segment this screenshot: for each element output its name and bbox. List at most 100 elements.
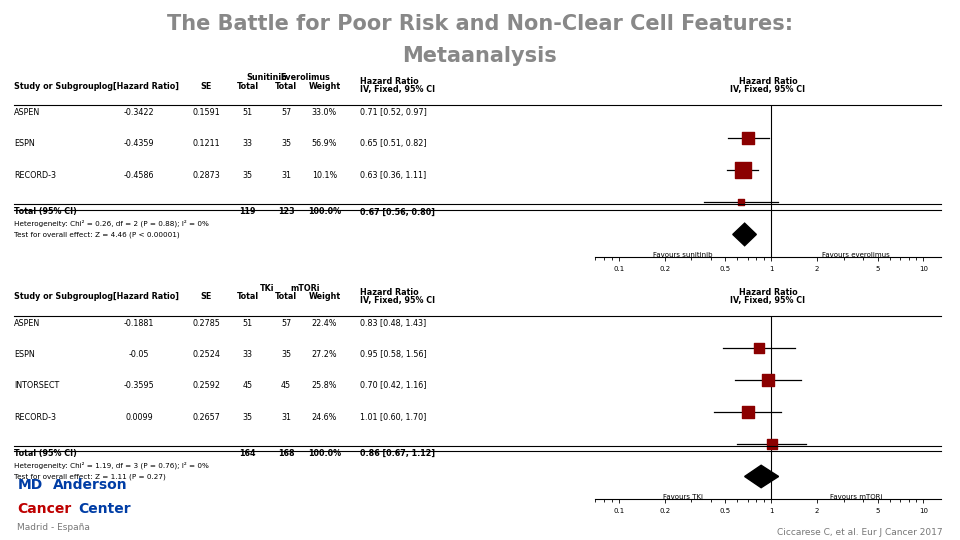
- Text: 0.83 [0.48, 1.43]: 0.83 [0.48, 1.43]: [360, 319, 426, 328]
- Text: Anderson: Anderson: [53, 478, 128, 492]
- Text: Cancer: Cancer: [17, 502, 72, 516]
- Text: ASPEN: ASPEN: [14, 108, 40, 117]
- Text: Favours mTORi: Favours mTORi: [829, 494, 882, 500]
- Text: Madrid - España: Madrid - España: [17, 523, 90, 532]
- Text: log[Hazard Ratio]: log[Hazard Ratio]: [99, 82, 180, 91]
- Text: 35: 35: [281, 350, 291, 359]
- Text: IV, Fixed, 95% CI: IV, Fixed, 95% CI: [731, 85, 805, 94]
- Text: Test for overall effect: Z = 1.11 (P = 0.27): Test for overall effect: Z = 1.11 (P = 0…: [14, 473, 166, 480]
- Text: Hazard Ratio: Hazard Ratio: [738, 77, 798, 86]
- Text: Total: Total: [236, 292, 259, 301]
- Point: [764, 440, 780, 449]
- Text: SE: SE: [201, 292, 212, 301]
- Text: Favours TKi: Favours TKi: [663, 494, 703, 500]
- Text: 0.0099: 0.0099: [126, 413, 153, 422]
- Text: 33: 33: [243, 350, 252, 359]
- Text: -0.3422: -0.3422: [124, 108, 155, 117]
- Text: 0.1591: 0.1591: [193, 108, 220, 117]
- Text: -0.4359: -0.4359: [124, 139, 155, 148]
- Text: Weight: Weight: [308, 82, 341, 91]
- Text: 22.4%: 22.4%: [312, 319, 337, 328]
- Text: Study or Subgroup: Study or Subgroup: [14, 82, 100, 91]
- Text: 45: 45: [243, 381, 252, 390]
- Text: 24.6%: 24.6%: [312, 413, 337, 422]
- Text: Favours everolimus: Favours everolimus: [822, 252, 890, 258]
- Text: Favours sunitinib: Favours sunitinib: [654, 252, 713, 258]
- Text: 33.0%: 33.0%: [312, 108, 337, 117]
- Text: -0.4586: -0.4586: [124, 171, 155, 180]
- Text: Heterogeneity: Chi² = 1.19, df = 3 (P = 0.76); I² = 0%: Heterogeneity: Chi² = 1.19, df = 3 (P = …: [14, 461, 209, 469]
- Text: 1.01 [0.60, 1.70]: 1.01 [0.60, 1.70]: [360, 413, 426, 422]
- Text: 0.2657: 0.2657: [192, 413, 221, 422]
- Text: 0.63 [0.36, 1.11]: 0.63 [0.36, 1.11]: [360, 171, 426, 180]
- Text: 35: 35: [243, 413, 252, 422]
- Text: 0.1211: 0.1211: [193, 139, 220, 148]
- Text: 0.2873: 0.2873: [193, 171, 220, 180]
- Text: 35: 35: [281, 139, 291, 148]
- Text: 0.86 [0.67, 1.12]: 0.86 [0.67, 1.12]: [360, 449, 435, 458]
- Text: Total (95% CI): Total (95% CI): [14, 207, 77, 217]
- Text: 0.2524: 0.2524: [192, 350, 221, 359]
- Text: Ciccarese C, et al. Eur J Cancer 2017: Ciccarese C, et al. Eur J Cancer 2017: [777, 528, 943, 537]
- Text: -0.1881: -0.1881: [124, 319, 155, 328]
- Text: mTORi: mTORi: [291, 284, 320, 293]
- Text: 57: 57: [281, 108, 291, 117]
- Text: -0.3595: -0.3595: [124, 381, 155, 390]
- Text: Metaanalysis: Metaanalysis: [402, 46, 558, 66]
- Polygon shape: [732, 223, 756, 246]
- Text: 45: 45: [281, 381, 291, 390]
- Point: [735, 166, 751, 174]
- Point: [732, 198, 748, 206]
- Text: IV, Fixed, 95% CI: IV, Fixed, 95% CI: [731, 295, 805, 305]
- Polygon shape: [745, 465, 779, 488]
- Point: [740, 408, 756, 416]
- Text: Total: Total: [275, 292, 298, 301]
- Text: Center: Center: [79, 502, 132, 516]
- Text: 56.9%: 56.9%: [312, 139, 337, 148]
- Text: log[Hazard Ratio]: log[Hazard Ratio]: [99, 292, 180, 301]
- Text: MD: MD: [17, 478, 42, 492]
- Text: 0.70 [0.42, 1.16]: 0.70 [0.42, 1.16]: [360, 381, 426, 390]
- Text: ESPN: ESPN: [14, 350, 36, 359]
- Point: [760, 376, 776, 384]
- Text: 0.2785: 0.2785: [192, 319, 221, 328]
- Text: 31: 31: [281, 413, 291, 422]
- Text: Total: Total: [236, 82, 259, 91]
- Text: 0.67 [0.56, 0.80]: 0.67 [0.56, 0.80]: [360, 207, 435, 217]
- Text: IV, Fixed, 95% CI: IV, Fixed, 95% CI: [360, 85, 435, 94]
- Text: Sunitinib: Sunitinib: [247, 73, 287, 82]
- Text: 168: 168: [277, 449, 295, 458]
- Text: Everolimus: Everolimus: [280, 73, 330, 82]
- Text: 31: 31: [281, 171, 291, 180]
- Text: 0.71 [0.52, 0.97]: 0.71 [0.52, 0.97]: [360, 108, 427, 117]
- Text: 0.95 [0.58, 1.56]: 0.95 [0.58, 1.56]: [360, 350, 427, 359]
- Text: RECORD-3: RECORD-3: [14, 171, 57, 180]
- Text: Hazard Ratio: Hazard Ratio: [360, 77, 419, 86]
- Text: Hazard Ratio: Hazard Ratio: [360, 288, 419, 297]
- Text: 0.2592: 0.2592: [192, 381, 221, 390]
- Text: 100.0%: 100.0%: [308, 449, 341, 458]
- Text: 51: 51: [243, 319, 252, 328]
- Text: 33: 33: [243, 139, 252, 148]
- Text: 123: 123: [277, 207, 295, 217]
- Text: RECORD-3: RECORD-3: [14, 413, 57, 422]
- Text: 57: 57: [281, 319, 291, 328]
- Text: 100.0%: 100.0%: [308, 207, 341, 217]
- Text: Hazard Ratio: Hazard Ratio: [738, 288, 798, 297]
- Text: The Battle for Poor Risk and Non-Clear Cell Features:: The Battle for Poor Risk and Non-Clear C…: [167, 14, 793, 33]
- Text: 25.8%: 25.8%: [312, 381, 337, 390]
- Text: Total: Total: [275, 82, 298, 91]
- Text: 51: 51: [243, 108, 252, 117]
- Text: Test for overall effect: Z = 4.46 (P < 0.00001): Test for overall effect: Z = 4.46 (P < 0…: [14, 231, 180, 238]
- Text: -0.05: -0.05: [129, 350, 150, 359]
- Text: 164: 164: [239, 449, 256, 458]
- Point: [751, 343, 766, 352]
- Text: ASPEN: ASPEN: [14, 319, 40, 328]
- Text: INTORSECT: INTORSECT: [14, 381, 60, 390]
- Text: SE: SE: [201, 82, 212, 91]
- Text: 27.2%: 27.2%: [312, 350, 337, 359]
- Text: Heterogeneity: Chi² = 0.26, df = 2 (P = 0.88); I² = 0%: Heterogeneity: Chi² = 0.26, df = 2 (P = …: [14, 219, 209, 227]
- Point: [741, 133, 756, 142]
- Text: 0.65 [0.51, 0.82]: 0.65 [0.51, 0.82]: [360, 139, 426, 148]
- Text: TKi: TKi: [259, 284, 275, 293]
